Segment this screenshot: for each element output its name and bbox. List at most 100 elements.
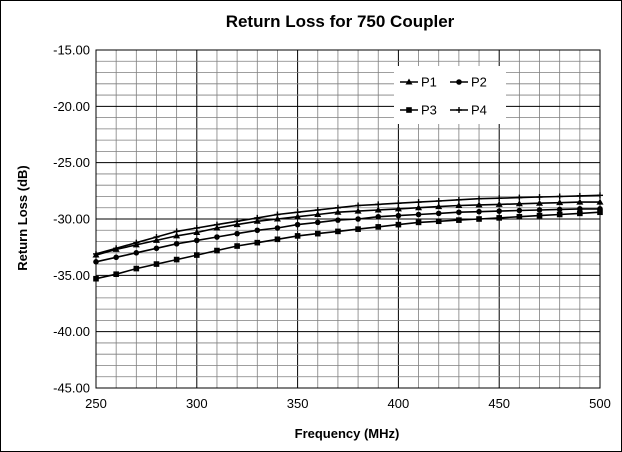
data-point-p4 — [314, 206, 321, 213]
legend-marker-p2 — [456, 79, 462, 85]
data-point-p3 — [556, 211, 563, 218]
legend-label-p3: P3 — [421, 103, 437, 118]
data-point-p3 — [254, 239, 261, 246]
data-point-p1 — [394, 205, 402, 212]
data-point-p1 — [193, 229, 201, 236]
data-point-p3 — [536, 212, 543, 219]
data-point-p1 — [556, 199, 564, 206]
data-point-p2 — [335, 217, 341, 223]
data-point-p3 — [395, 221, 402, 228]
y-tick-label: -20.00 — [53, 99, 90, 114]
x-tick-label: 250 — [85, 396, 107, 411]
data-point-p2 — [496, 208, 503, 214]
y-tick-label: -25.00 — [53, 155, 90, 170]
y-tick-label: -45.00 — [53, 381, 90, 396]
data-point-p2 — [194, 237, 200, 244]
data-point-p3 — [234, 243, 240, 249]
data-point-p4 — [435, 197, 442, 204]
data-point-p4 — [496, 195, 503, 202]
data-point-p4 — [395, 200, 402, 207]
data-point-p3 — [435, 218, 442, 225]
data-point-p2 — [415, 211, 422, 218]
data-point-p4 — [516, 194, 523, 201]
data-point-p2 — [476, 208, 482, 215]
data-point-p2 — [435, 210, 442, 217]
data-point-p3 — [133, 265, 140, 272]
data-point-p1 — [374, 206, 382, 213]
data-point-p3 — [214, 247, 220, 254]
data-point-p1 — [455, 201, 463, 208]
data-point-p2 — [556, 206, 563, 213]
data-point-p3 — [476, 216, 482, 222]
legend-marker-p4 — [456, 107, 462, 113]
data-point-p1 — [435, 203, 443, 210]
data-point-p3 — [153, 261, 160, 267]
data-point-p3 — [274, 236, 281, 243]
data-point-p3 — [335, 228, 341, 235]
data-point-p2 — [234, 230, 240, 237]
data-point-p1 — [576, 198, 584, 205]
data-point-p2 — [375, 213, 382, 220]
tick-labels: 250 300 350 400 450 500 -15.00 -20.00 -25.00 -30.… — [53, 43, 611, 412]
data-point-p1 — [515, 200, 523, 207]
data-point-p4 — [153, 234, 160, 241]
data-point-p2 — [93, 259, 99, 265]
series-layer — [92, 192, 604, 282]
data-point-p4 — [173, 228, 180, 235]
data-point-p3 — [496, 215, 502, 221]
series-line-p3 — [95, 211, 601, 280]
data-point-p2 — [214, 234, 220, 240]
data-point-p1 — [314, 210, 322, 217]
data-point-p1 — [475, 201, 483, 208]
data-point-p1 — [273, 215, 281, 222]
data-point-p2 — [355, 216, 361, 222]
data-point-p3 — [194, 252, 200, 258]
data-point-p3 — [597, 209, 603, 216]
data-point-p2 — [113, 254, 119, 261]
data-point-p4 — [274, 211, 281, 218]
data-point-p4 — [576, 192, 583, 199]
data-point-p1 — [334, 208, 342, 215]
data-point-p2 — [456, 209, 462, 216]
x-tick-label: 450 — [488, 396, 510, 411]
data-point-p3 — [415, 219, 422, 226]
data-point-p4 — [536, 194, 543, 201]
data-point-p4 — [355, 202, 362, 209]
series-p2 — [93, 206, 603, 265]
data-point-p2 — [274, 225, 281, 231]
series-line-p2 — [95, 208, 600, 263]
data-point-p4 — [415, 199, 422, 206]
data-point-p3 — [173, 256, 180, 263]
x-tick-label: 300 — [186, 396, 208, 411]
y-tick-label: -30.00 — [53, 212, 90, 227]
data-point-p1 — [596, 198, 604, 205]
data-point-p4 — [294, 209, 301, 216]
data-point-p3 — [456, 217, 462, 223]
data-point-p2 — [173, 240, 180, 247]
data-point-p2 — [577, 206, 583, 212]
data-point-p1 — [354, 207, 362, 214]
chart-title: Return Loss for 750 Coupler — [226, 12, 455, 31]
data-point-p2 — [516, 207, 523, 214]
data-point-p3 — [516, 213, 523, 220]
data-point-p1 — [173, 232, 181, 239]
series-p4 — [93, 192, 603, 257]
data-point-p2 — [314, 219, 321, 226]
data-point-p2 — [153, 245, 160, 252]
data-point-p4 — [334, 204, 341, 211]
x-tick-label: 500 — [589, 396, 611, 411]
data-point-p2 — [254, 227, 261, 234]
series-line-p4 — [95, 194, 601, 255]
data-point-p3 — [314, 230, 321, 237]
data-point-p4 — [455, 196, 462, 203]
data-point-p4 — [254, 214, 261, 221]
data-point-p4 — [597, 192, 603, 199]
y-axis-label: Return Loss (dB) — [15, 165, 30, 270]
data-point-p4 — [234, 218, 241, 225]
data-point-p1 — [294, 213, 302, 220]
data-point-p1 — [415, 204, 423, 211]
data-point-p3 — [294, 233, 301, 239]
data-point-p4 — [476, 195, 483, 202]
data-point-p4 — [213, 221, 220, 228]
data-point-p3 — [93, 275, 99, 282]
